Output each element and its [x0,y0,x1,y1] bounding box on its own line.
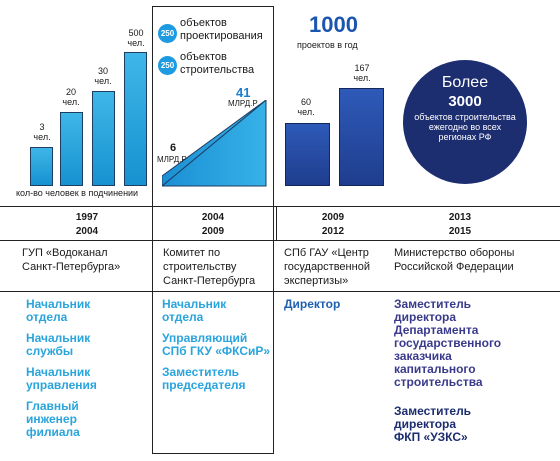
staff-bar-2 [60,112,83,186]
circle-line3: объектов строительства ежегодно во всех … [414,112,516,142]
badge-construction: 250 [158,56,177,75]
budget-triangle [162,100,267,187]
org-expertise-center: СПб ГАУ «Центр государственной экспертизы» [284,247,370,287]
staff-bar-3 [92,91,115,186]
timeline-top-line [0,206,560,207]
badge-design: 250 [158,24,177,43]
badge-design-text: объектов проектирования [180,17,263,42]
role-head-of-department-2: Начальник отдела [162,297,227,324]
org-vodokanal: ГУП «Водоканал Санкт-Петербурга» [22,247,121,273]
bar-label-1: 3 чел. [33,122,51,142]
role-head-of-directorate: Начальник управления [26,365,97,392]
role-deputy-chairman: Заместитель председателя [162,365,246,392]
projects-per-year-caption: проектов в год [297,40,358,50]
staff-bar-60 [285,123,330,186]
bar-label-4: 500 чел. [127,28,145,48]
period-3: 2009 2012 [321,212,345,237]
role-head-of-department-1: Начальник отдела [26,297,91,324]
role-chief-engineer: Главный инженер филиала [26,399,80,439]
projects-per-year-number: 1000 [309,12,358,37]
role-deputy-director-department: Заместитель директора Департамента государс… [394,297,502,389]
highlight-frame [152,6,274,454]
bar3-label-1: 60 чел. [297,97,315,117]
bar-label-3: 30 чел. [94,66,112,86]
budget-high-unit: МЛРД.Р [228,99,258,108]
timeline-divider [276,206,277,240]
role-head-of-service: Начальник службы [26,331,91,358]
staff-bar-167 [339,88,384,186]
period-2: 2004 2009 [201,212,225,237]
staff-bar-1 [30,147,53,186]
period-1: 1997 2004 [75,212,99,237]
role-manager-fksir: Управляющий СПб ГКУ «ФКСиР» [162,331,271,358]
circle-line1: Более [441,74,489,91]
orgs-bottom-line [0,291,560,292]
staff-caption: кол-во человек в подчинении [16,188,139,198]
period-4: 2013 2015 [448,212,472,237]
role-director: Директор [284,297,341,311]
budget-low-unit: МЛРД.Р [157,155,187,164]
bar-label-2: 20 чел. [62,87,80,107]
timeline-bottom-line [0,240,560,241]
budget-high-value: 41 [236,85,251,100]
budget-low-value: 6 [170,142,177,154]
role-deputy-director-uzks: Заместитель директора ФКП «УЗКС» [394,404,472,444]
org-committee: Комитет по строительству Санкт-Петербурга [163,247,256,287]
staff-bar-4 [124,52,147,186]
circle-line2: 3000 [448,93,482,110]
objects-circle: Более 3000 объектов строительства ежегод… [403,60,527,184]
badge-construction-text: объектов строительства [180,51,255,76]
bar3-label-2: 167 чел. [353,63,371,83]
org-ministry-of-defence: Министерство обороны Российской Федерации [394,247,515,273]
